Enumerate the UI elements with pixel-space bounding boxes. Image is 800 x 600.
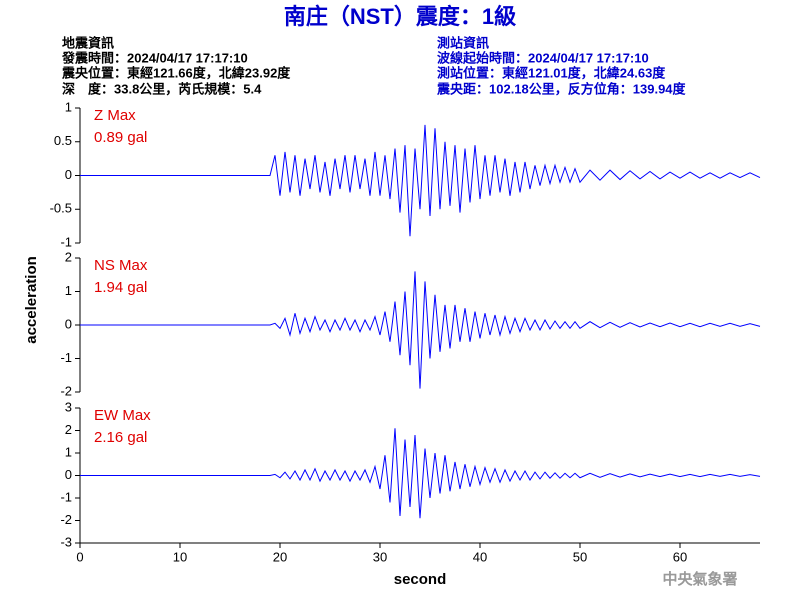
y-tick-label: -2: [60, 512, 72, 527]
y-tick-label: 1: [65, 444, 72, 459]
y-tick-label: -2: [60, 383, 72, 398]
info-left: 地震資訊: [62, 35, 114, 50]
info-right: 波線起始時間：2024/04/17 17:17:10: [437, 50, 649, 65]
x-tick-label: 0: [76, 549, 83, 564]
y-tick-label: -1: [60, 489, 72, 504]
x-tick-label: 30: [373, 549, 387, 564]
series-name: EW Max: [94, 407, 151, 424]
y-tick-label: 0: [65, 316, 72, 331]
x-tick-label: 20: [273, 549, 287, 564]
y-tick-label: 0: [65, 167, 72, 182]
info-left: 深 度：33.8公里，芮氏規模：5.4: [62, 81, 262, 96]
x-axis-label: second: [394, 571, 447, 588]
series-name: Z Max: [94, 107, 136, 124]
y-tick-label: 2: [65, 422, 72, 437]
series-max: 0.89 gal: [94, 129, 147, 146]
y-axis-label: acceleration: [23, 256, 40, 344]
y-tick-label: 1: [65, 99, 72, 114]
y-tick-label: -1: [60, 350, 72, 365]
waveform: [80, 271, 761, 389]
x-tick-label: 10: [173, 549, 187, 564]
y-tick-label: 0.5: [54, 133, 72, 148]
y-tick-label: 1: [65, 283, 72, 298]
info-right: 測站位置：東經121.01度，北緯24.63度: [437, 65, 666, 80]
y-tick-label: 3: [65, 399, 72, 414]
series-max: 1.94 gal: [94, 279, 147, 296]
waveform: [80, 124, 761, 237]
y-tick-label: -3: [60, 534, 72, 549]
agency-logo: 中央氣象署: [662, 570, 737, 588]
x-tick-label: 40: [473, 549, 487, 564]
info-left: 震央位置：東經121.66度，北緯23.92度: [61, 65, 291, 80]
info-left: 發震時間：2024/04/17 17:17:10: [61, 50, 248, 65]
y-tick-label: -0.5: [50, 201, 72, 216]
chart-title: 南庄（NST）震度：1級: [284, 4, 516, 29]
info-right: 震央距：102.18公里，反方位角：139.94度: [436, 81, 687, 96]
y-tick-label: 0: [65, 467, 72, 482]
info-right: 測站資訊: [437, 35, 489, 50]
waveform: [80, 428, 761, 519]
series-name: NS Max: [94, 257, 148, 274]
y-tick-label: -1: [60, 234, 72, 249]
x-tick-label: 50: [573, 549, 587, 564]
series-max: 2.16 gal: [94, 429, 147, 446]
x-tick-label: 60: [673, 549, 687, 564]
y-tick-label: 2: [65, 249, 72, 264]
